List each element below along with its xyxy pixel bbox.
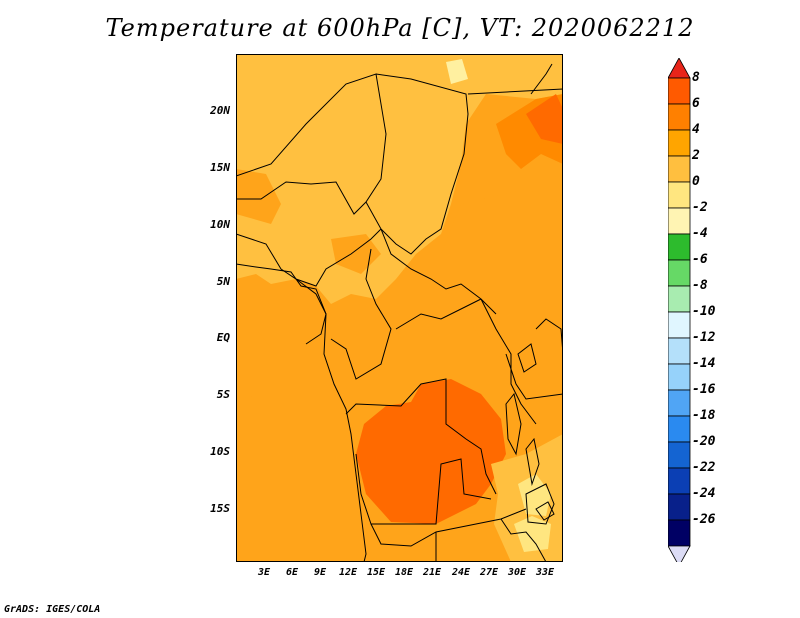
colorbar-label: -18 [692,408,715,423]
temperature-map [236,54,563,562]
lon-tick-label: 27E [474,567,504,578]
lon-tick-label: 18E [389,567,419,578]
colorbar-swatch [668,494,690,520]
colorbar-swatch [668,130,690,156]
colorbar-swatch [668,208,690,234]
colorbar-swatch [668,468,690,494]
colorbar-swatch [668,520,690,546]
lat-tick-label: 10N [190,218,230,231]
colorbar-swatch [668,364,690,390]
colorbar-label: -20 [692,434,715,449]
colorbar-label: 0 [692,174,700,189]
colorbar-swatch [668,260,690,286]
colorbar-label: 4 [692,122,700,137]
lat-tick-label: 15S [190,502,230,515]
colorbar-swatch [668,58,690,78]
colorbar-label: -4 [692,226,708,241]
colorbar-swatch [668,338,690,364]
colorbar-label: -24 [692,486,715,501]
grads-credit: GrADS: IGES/COLA [4,604,100,615]
colorbar-label: 2 [692,148,700,163]
colorbar-label: 8 [692,70,700,85]
colorbar-swatch [668,390,690,416]
colorbar-swatch [668,104,690,130]
lon-tick-label: 6E [277,567,307,578]
colorbar-swatch [668,234,690,260]
colorbar-label: -8 [692,278,708,293]
colorbar-label: -6 [692,252,708,267]
lat-tick-label: 5N [190,275,230,288]
lon-tick-label: 30E [502,567,532,578]
lat-tick-label: 15N [190,161,230,174]
lat-tick-label: EQ [190,331,230,344]
lon-tick-label: 12E [333,567,363,578]
colorbar-swatch [668,546,690,562]
colorbar-label: 6 [692,96,700,111]
lat-tick-label: 10S [190,445,230,458]
lon-tick-label: 9E [305,567,335,578]
colorbar-swatch [668,286,690,312]
colorbar-label: -14 [692,356,715,371]
map-title: Temperature at 600hPa [C], VT: 202006221… [0,14,800,42]
colorbar-label: -26 [692,512,715,527]
lon-tick-label: 3E [249,567,279,578]
colorbar-label: -22 [692,460,715,475]
colorbar-swatch [668,156,690,182]
colorbar-label: -12 [692,330,715,345]
colorbar-swatch [668,416,690,442]
temperature-field [236,54,563,562]
lon-tick-label: 24E [446,567,476,578]
colorbar-label: -10 [692,304,715,319]
lat-tick-label: 20N [190,104,230,117]
lon-tick-label: 15E [361,567,391,578]
colorbar-label: -2 [692,200,708,215]
colorbar-swatch [668,312,690,338]
lat-tick-label: 5S [190,388,230,401]
colorbar [668,58,692,562]
lon-tick-label: 21E [417,567,447,578]
colorbar-swatch [668,78,690,104]
colorbar-swatch [668,182,690,208]
lon-tick-label: 33E [530,567,560,578]
colorbar-label: -16 [692,382,715,397]
colorbar-swatch [668,442,690,468]
